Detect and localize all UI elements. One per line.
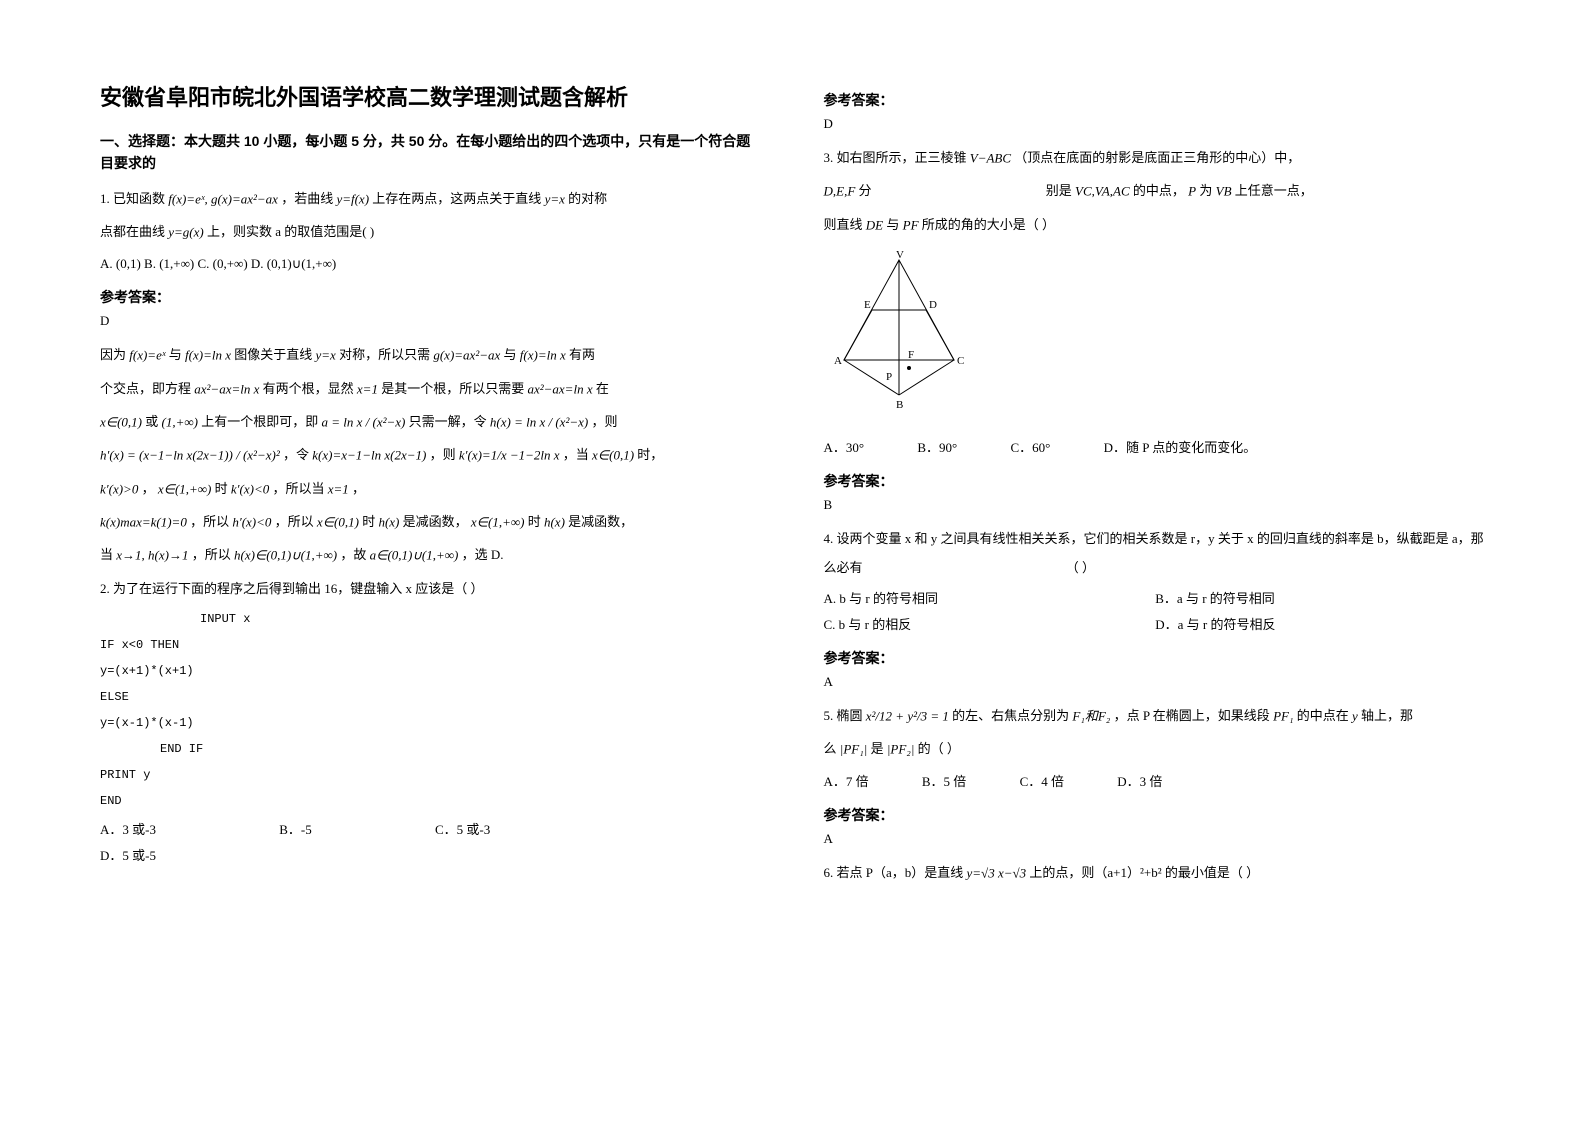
q5-opt-d: D．3 倍 <box>1117 769 1162 795</box>
q3-opt-d: D．随 P 点的变化而变化。 <box>1104 435 1257 461</box>
q4-options-row2: C. b 与 r 的相反 D．a 与 r 的符号相反 <box>824 612 1488 638</box>
q3-ref-answer-label: 参考答案： <box>824 471 1488 491</box>
q1-stem-e: 点都在曲线 <box>100 224 168 239</box>
code-line: y=(x-1)*(x-1) <box>100 711 764 735</box>
svg-text:P: P <box>886 371 892 383</box>
q1-formula1: f(x)=eˣ, g(x)=ax²−ax <box>168 192 278 207</box>
q4-ref-answer-label: 参考答案： <box>824 648 1488 668</box>
q1-answer: D <box>100 313 764 329</box>
q1-options: A. (0,1) B. (1,+∞) C. (0,+∞) D. (0,1)∪(1… <box>100 251 764 277</box>
page-title: 安徽省阜阳市皖北外国语学校高二数学理测试题含解析 <box>100 80 764 112</box>
q4-stem: 4. 设两个变量 x 和 y 之间具有线性相关关系，它们的相关系数是 r，y 关… <box>824 525 1488 582</box>
q1-exp-line5: k′(x)>0 ， x∈(1,+∞) 时 k′(x)<0 ，所以当 x=1 ， <box>100 475 764 504</box>
q2-ref-answer-label: 参考答案： <box>824 90 1488 110</box>
q1-exp-line3: x∈(0,1) 或 (1,+∞) 上有一个根即可，即 a = ln x / (x… <box>100 408 764 437</box>
q5-answer: A <box>824 831 1488 847</box>
q5-opt-b: B．5 倍 <box>922 769 966 795</box>
q5-options: A．7 倍 B．5 倍 C．4 倍 D．3 倍 <box>824 769 1488 795</box>
q2-options: A．3 或-3 B．-5 C．5 或-3 D．5 或-5 <box>100 817 764 869</box>
q1-stem-c: 上存在两点，这两点关于直线 <box>372 191 544 206</box>
q1-stem-line2: 点都在曲线 y=g(x) 上，则实数 a 的取值范围是( ) <box>100 218 764 247</box>
q3-options: A．30° B．90° C．60° D．随 P 点的变化而变化。 <box>824 435 1488 461</box>
q5-stem-line2: 么 |PF₁| 是 |PF₂| 的（ ） <box>824 735 1488 764</box>
q4-options: A. b 与 r 的符号相同 B．a 与 r 的符号相同 <box>824 586 1488 612</box>
q3-opt-b: B．90° <box>917 435 957 461</box>
code-line: INPUT x <box>100 607 764 631</box>
q4-opt-a: A. b 与 r 的符号相同 <box>824 586 1156 612</box>
code-line: y=(x+1)*(x+1) <box>100 659 764 683</box>
code-line: END <box>100 789 764 813</box>
q4-opt-b: B．a 与 r 的符号相同 <box>1155 586 1487 612</box>
q3-stem-line1: 3. 如右图所示，正三棱锥 V−ABC （顶点在底面的射影是底面正三角形的中心）… <box>824 144 1488 173</box>
q1-exp-line7: 当 x→1, h(x)→1 ，所以 h(x)∈(0,1)∪(1,+∞) ，故 a… <box>100 541 764 570</box>
q4-answer: A <box>824 674 1488 690</box>
q1-exp-line1: 因为 f(x)=eˣ 与 f(x)=ln x 图像关于直线 y=x 对称，所以只… <box>100 341 764 370</box>
q1-exp-line4: h′(x) = (x−1−ln x(2x−1)) / (x²−x)² ，令 k(… <box>100 441 764 470</box>
code-line: END IF <box>100 737 764 761</box>
q2-code-block: INPUT x IF x<0 THEN y=(x+1)*(x+1) ELSE y… <box>100 607 764 813</box>
section-1-head: 一、选择题：本大题共 10 小题，每小题 5 分，共 50 分。在每小题给出的四… <box>100 130 764 175</box>
q2-opt-a: A．3 或-3 <box>100 817 156 843</box>
q1-stem-b: ，若曲线 <box>281 191 336 206</box>
svg-text:F: F <box>908 349 914 361</box>
q2-opt-b: B．-5 <box>279 817 312 843</box>
q2-answer: D <box>824 116 1488 132</box>
q3-opt-a: A．30° <box>824 435 865 461</box>
code-line: ELSE <box>100 685 764 709</box>
q1-stem-d: 的对称 <box>568 191 607 206</box>
svg-text:C: C <box>957 355 964 367</box>
q3-stem-line2: D,E,F 分 别是 VC,VA,AC 的中点， P 为 VB 上任意一点， <box>824 177 1488 206</box>
q1-exp-line6: k(x)max=k(1)=0 ，所以 h′(x)<0 ，所以 x∈(0,1) 时… <box>100 508 764 537</box>
q1-formula2: y=f(x) <box>336 192 369 207</box>
q1-stem-f: 上，则实数 a 的取值范围是( ) <box>207 224 374 239</box>
q3-opt-c: C．60° <box>1010 435 1050 461</box>
svg-text:E: E <box>864 299 871 311</box>
svg-text:V: V <box>896 250 904 261</box>
q3-answer: B <box>824 497 1488 513</box>
q1-ref-answer-label: 参考答案： <box>100 287 764 307</box>
q1-stem-a: 1. 已知函数 <box>100 191 168 206</box>
svg-text:B: B <box>896 399 903 411</box>
q5-opt-a: A．7 倍 <box>824 769 869 795</box>
q5-ref-answer-label: 参考答案： <box>824 805 1488 825</box>
q1-stem-line1: 1. 已知函数 f(x)=eˣ, g(x)=ax²−ax ，若曲线 y=f(x)… <box>100 185 764 214</box>
q2-stem: 2. 为了在运行下面的程序之后得到输出 16，键盘输入 x 应该是（ ） <box>100 575 764 604</box>
q4-opt-d: D．a 与 r 的符号相反 <box>1155 612 1487 638</box>
code-line: IF x<0 THEN <box>100 633 764 657</box>
q1-exp-line2: 个交点，即方程 ax²−ax=ln x 有两个根，显然 x=1 是其一个根，所以… <box>100 375 764 404</box>
q1-formula3: y=x <box>545 192 565 207</box>
q3-stem-line3: 则直线 DE 与 PF 所成的角的大小是（ ） <box>824 211 1488 240</box>
svg-text:D: D <box>929 299 937 311</box>
q3-figure: V A C B E D F P <box>824 250 1488 425</box>
code-line: PRINT y <box>100 763 764 787</box>
q6-stem: 6. 若点 P（a，b）是直线 y=√3 x−√3 上的点，则（a+1）²+b²… <box>824 859 1488 888</box>
q1-formula4: y=g(x) <box>168 225 203 240</box>
q5-opt-c: C．4 倍 <box>1020 769 1064 795</box>
q4-opt-c: C. b 与 r 的相反 <box>824 612 1156 638</box>
svg-text:A: A <box>834 355 842 367</box>
q2-opt-c: C．5 或-3 <box>435 817 490 843</box>
q2-opt-d: D．5 或-5 <box>100 843 156 869</box>
q5-stem-line1: 5. 椭圆 x²/12 + y²/3 = 1 的左、右焦点分别为 F₁和F₂ ，… <box>824 702 1488 731</box>
